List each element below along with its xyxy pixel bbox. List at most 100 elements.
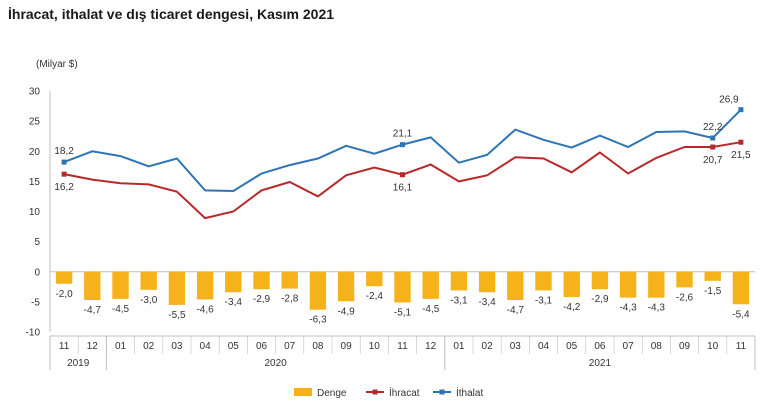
x-tick-label: 11	[59, 341, 70, 352]
legend-label: İthalat	[456, 386, 483, 399]
bar-denge	[112, 271, 129, 299]
point-marker	[400, 142, 405, 148]
point-value-label: 26,9	[719, 95, 739, 106]
legend-label: Denge	[317, 388, 347, 399]
bar-value-label: -2,0	[55, 289, 73, 300]
x-tick-label: 02	[482, 341, 494, 352]
bar-value-label: -3,4	[478, 297, 496, 308]
point-marker	[61, 159, 67, 165]
bar-denge	[422, 271, 439, 299]
x-tick-label: 08	[312, 341, 324, 352]
bar-value-label: -6,3	[309, 315, 327, 326]
y-tick-label: 30	[29, 87, 41, 98]
point-value-label: 21,1	[393, 129, 413, 140]
x-tick-label: 06	[594, 341, 606, 352]
bar-denge	[563, 271, 580, 298]
bar-denge	[591, 271, 609, 290]
x-tick-label: 09	[341, 341, 353, 352]
bar-denge	[168, 271, 186, 305]
y-tick-label: 15	[29, 177, 41, 188]
x-tick-label: 12	[87, 341, 99, 352]
point-value-label: 22,2	[703, 122, 723, 133]
x-tick-label: 11	[736, 341, 747, 352]
bar-denge	[450, 271, 468, 291]
x-tick-label: 10	[707, 341, 719, 352]
x-tick-label: 07	[284, 341, 296, 352]
x-tick-label: 05	[566, 341, 578, 352]
bar-value-label: -1,5	[704, 286, 722, 297]
legend-swatch-marker	[372, 389, 378, 395]
y-tick-label: 10	[29, 207, 41, 218]
point-value-label: 21,5	[731, 150, 751, 161]
x-tick-label: 06	[256, 341, 268, 352]
legend-swatch-denge	[294, 388, 312, 396]
bar-denge	[281, 271, 298, 289]
bar-denge	[84, 271, 101, 301]
bar-value-label: -4,5	[112, 304, 130, 315]
x-tick-label: 10	[369, 341, 381, 352]
bar-value-label: -4,7	[84, 305, 102, 316]
bar-value-label: -5,1	[394, 307, 412, 318]
bar-value-label: -5,5	[168, 310, 186, 321]
y-tick-label: 20	[29, 147, 41, 158]
bar-value-label: -2,9	[591, 294, 609, 305]
y-tick-label: 25	[29, 117, 41, 128]
bar-denge	[225, 271, 242, 293]
bar-value-label: -4,5	[422, 304, 440, 315]
point-marker	[710, 135, 716, 141]
x-tick-label: 01	[453, 341, 465, 352]
chart-title: İhracat, ithalat ve dış ticaret dengesi,…	[8, 6, 335, 22]
bar-value-label: -5,4	[732, 309, 750, 320]
point-marker	[710, 144, 716, 150]
bar-value-label: -2,4	[366, 291, 384, 302]
year-label: 2019	[67, 358, 90, 369]
bar-value-label: -4,2	[563, 302, 581, 313]
line-ihracat	[63, 141, 742, 220]
bar-denge	[337, 271, 355, 302]
bar-value-label: -3,0	[140, 295, 158, 306]
bar-denge	[648, 271, 665, 298]
x-tick-label: 12	[425, 341, 437, 352]
bar-value-label: -4,6	[196, 304, 214, 315]
point-marker	[61, 171, 67, 177]
bar-value-label: -3,4	[225, 297, 243, 308]
point-marker	[738, 107, 744, 113]
point-value-label: 16,2	[54, 182, 74, 193]
bar-denge	[535, 271, 552, 291]
point-value-label: 18,2	[54, 146, 74, 157]
bar-value-label: -2,6	[676, 292, 694, 303]
bar-value-label: -3,1	[535, 295, 553, 306]
bar-denge	[366, 271, 383, 287]
point-value-label: 16,1	[393, 183, 413, 194]
year-label: 2021	[589, 358, 612, 369]
bar-value-label: -2,9	[253, 294, 271, 305]
legend-swatch-marker	[439, 389, 445, 395]
point-marker	[738, 139, 744, 145]
x-tick-label: 11	[397, 341, 408, 352]
legend-label: İhracat	[389, 386, 420, 399]
bar-value-label: -3,1	[450, 295, 468, 306]
bar-denge	[140, 271, 157, 290]
x-tick-label: 02	[143, 341, 155, 352]
bar-denge	[704, 271, 721, 281]
bar-denge	[507, 271, 524, 301]
y-tick-label: -10	[26, 328, 41, 339]
x-tick-label: 04	[200, 341, 212, 352]
bar-denge	[55, 271, 73, 284]
bar-denge	[676, 271, 693, 288]
bar-value-label: -4,7	[507, 305, 525, 316]
line-ithalat	[63, 108, 742, 193]
x-tick-label: 05	[228, 341, 240, 352]
x-tick-label: 03	[510, 341, 522, 352]
bar-denge	[309, 271, 327, 310]
bar-value-label: -2,8	[281, 294, 299, 305]
x-tick-label: 03	[171, 341, 183, 352]
y-tick-label: 0	[34, 267, 40, 278]
bar-denge	[196, 271, 214, 300]
bar-value-label: -4,3	[619, 303, 637, 314]
bar-denge	[253, 271, 270, 290]
year-label: 2020	[264, 358, 287, 369]
bar-value-label: -4,3	[648, 303, 666, 314]
bar-denge	[732, 271, 750, 305]
point-marker	[400, 172, 405, 178]
